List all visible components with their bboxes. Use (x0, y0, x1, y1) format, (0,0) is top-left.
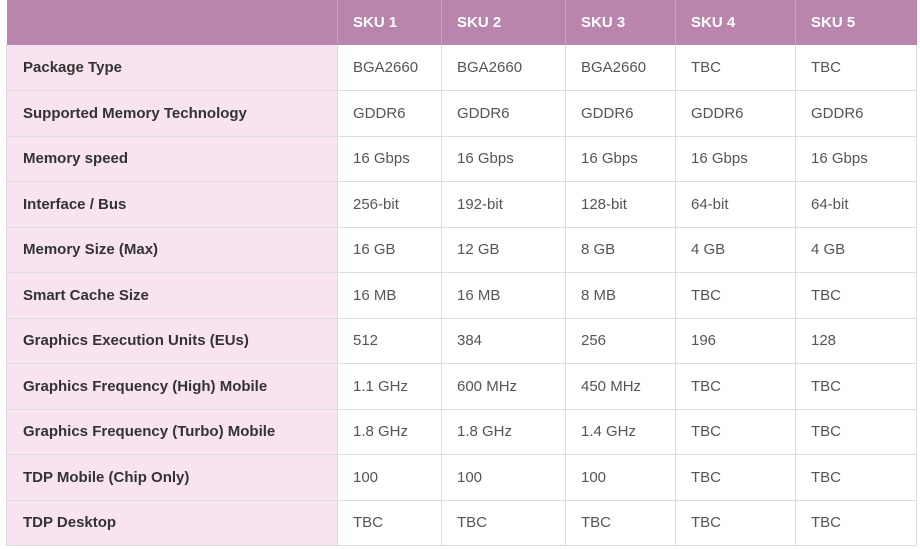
cell-sku-4: TBC (675, 409, 796, 455)
row-label: Graphics Frequency (Turbo) Mobile (6, 409, 338, 455)
cell-sku-5: TBC (795, 272, 917, 319)
cell-sku-2: TBC (441, 500, 566, 546)
cell-sku-5: 4 GB (795, 227, 917, 273)
table-row: TDP Desktop TBC TBC TBC TBC TBC (6, 500, 917, 546)
cell-sku-2: 384 (441, 318, 566, 364)
cell-sku-2: 12 GB (441, 227, 566, 273)
cell-sku-1: 16 MB (337, 272, 442, 319)
cell-sku-4: 4 GB (675, 227, 796, 273)
table-header: SKU 1 SKU 2 SKU 3 SKU 4 SKU 5 (6, 0, 917, 45)
cell-sku-5: GDDR6 (795, 90, 917, 137)
row-label: Graphics Execution Units (EUs) (6, 318, 338, 364)
row-label: Smart Cache Size (6, 272, 338, 319)
table-body: Package Type BGA2660 BGA2660 BGA2660 TBC TBC S… (6, 45, 917, 546)
cell-sku-5: 128 (795, 318, 917, 364)
cell-sku-1: 256-bit (337, 181, 442, 228)
cell-sku-1: 100 (337, 454, 442, 501)
cell-sku-1: 1.1 GHz (337, 363, 442, 410)
table-row: Smart Cache Size 16 MB 16 MB 8 MB TBC TBC (6, 272, 917, 319)
cell-sku-2: 16 MB (441, 272, 566, 319)
cell-sku-3: 8 GB (565, 227, 676, 273)
cell-sku-5: 64-bit (795, 181, 917, 228)
table-row: Graphics Frequency (Turbo) Mobile 1.8 GHz… (6, 409, 917, 455)
cell-sku-1: 1.8 GHz (337, 409, 442, 455)
header-row: SKU 1 SKU 2 SKU 3 SKU 4 SKU 5 (6, 0, 917, 45)
cell-sku-5: TBC (795, 454, 917, 501)
spec-table-container: SKU 1 SKU 2 SKU 3 SKU 4 SKU 5 Package Ty… (6, 0, 917, 546)
table-row: TDP Mobile (Chip Only) 100 100 100 TBC TBC (6, 454, 917, 501)
row-label: Graphics Frequency (High) Mobile (6, 363, 338, 410)
cell-sku-2: BGA2660 (441, 45, 566, 91)
header-cell-sku-1: SKU 1 (337, 0, 442, 45)
cell-sku-4: TBC (675, 454, 796, 501)
cell-sku-3: 16 Gbps (565, 136, 676, 182)
cell-sku-3: 128-bit (565, 181, 676, 228)
table-row: Memory speed 16 Gbps 16 Gbps 16 Gbps 16 Gbps… (6, 136, 917, 182)
cell-sku-1: BGA2660 (337, 45, 442, 91)
cell-sku-3: 1.4 GHz (565, 409, 676, 455)
cell-sku-5: TBC (795, 45, 917, 91)
cell-sku-4: GDDR6 (675, 90, 796, 137)
row-label: TDP Desktop (6, 500, 338, 546)
cell-sku-3: GDDR6 (565, 90, 676, 137)
cell-sku-5: 16 Gbps (795, 136, 917, 182)
cell-sku-1: 512 (337, 318, 442, 364)
spec-table: SKU 1 SKU 2 SKU 3 SKU 4 SKU 5 Package Ty… (6, 0, 917, 546)
cell-sku-4: TBC (675, 500, 796, 546)
header-cell-sku-4: SKU 4 (675, 0, 796, 45)
cell-sku-1: 16 GB (337, 227, 442, 273)
table-row: Memory Size (Max) 16 GB 12 GB 8 GB 4 GB 4 GB (6, 227, 917, 273)
header-cell-sku-2: SKU 2 (441, 0, 566, 45)
cell-sku-4: TBC (675, 363, 796, 410)
cell-sku-3: 256 (565, 318, 676, 364)
cell-sku-3: 8 MB (565, 272, 676, 319)
header-cell-sku-3: SKU 3 (565, 0, 676, 45)
cell-sku-2: 100 (441, 454, 566, 501)
cell-sku-3: 100 (565, 454, 676, 501)
cell-sku-1: GDDR6 (337, 90, 442, 137)
cell-sku-2: 600 MHz (441, 363, 566, 410)
header-cell-sku-5: SKU 5 (795, 0, 917, 45)
cell-sku-1: TBC (337, 500, 442, 546)
cell-sku-4: TBC (675, 45, 796, 91)
cell-sku-1: 16 Gbps (337, 136, 442, 182)
cell-sku-3: TBC (565, 500, 676, 546)
table-row: Graphics Execution Units (EUs) 512 384 256 1… (6, 318, 917, 364)
cell-sku-5: TBC (795, 409, 917, 455)
row-label: Package Type (6, 45, 338, 91)
cell-sku-4: 64-bit (675, 181, 796, 228)
table-row: Interface / Bus 256-bit 192-bit 128-bit 64-b… (6, 181, 917, 228)
cell-sku-2: 192-bit (441, 181, 566, 228)
cell-sku-2: 16 Gbps (441, 136, 566, 182)
table-row: Graphics Frequency (High) Mobile 1.1 GHz 6… (6, 363, 917, 410)
row-label: Interface / Bus (6, 181, 338, 228)
row-label: Memory speed (6, 136, 338, 182)
header-cell-blank (6, 0, 338, 45)
row-label: Memory Size (Max) (6, 227, 338, 273)
cell-sku-4: 196 (675, 318, 796, 364)
cell-sku-5: TBC (795, 363, 917, 410)
row-label: Supported Memory Technology (6, 90, 338, 137)
cell-sku-3: BGA2660 (565, 45, 676, 91)
cell-sku-5: TBC (795, 500, 917, 546)
cell-sku-3: 450 MHz (565, 363, 676, 410)
cell-sku-2: GDDR6 (441, 90, 566, 137)
table-row: Package Type BGA2660 BGA2660 BGA2660 TBC TBC (6, 45, 917, 91)
table-row: Supported Memory Technology GDDR6 GDDR6 GDD… (6, 90, 917, 137)
row-label: TDP Mobile (Chip Only) (6, 454, 338, 501)
cell-sku-4: TBC (675, 272, 796, 319)
cell-sku-4: 16 Gbps (675, 136, 796, 182)
cell-sku-2: 1.8 GHz (441, 409, 566, 455)
